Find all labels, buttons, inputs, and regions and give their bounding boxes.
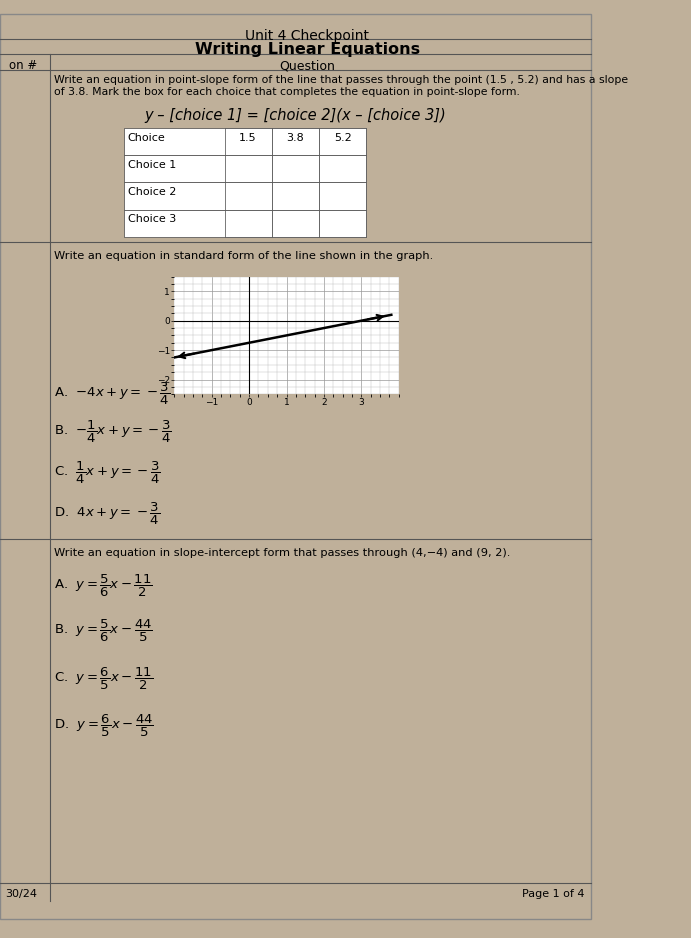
Bar [272,182,319,209]
Text: 3.8: 3.8 [287,132,304,143]
Bar [124,129,366,156]
Bar [124,182,366,209]
Text: Choice 1: Choice 1 [128,159,176,170]
Text: Unit 4 Checkpoint: Unit 4 Checkpoint [245,28,369,42]
Text: on #: on # [9,59,37,72]
Text: C.  $y = \dfrac{6}{5}x - \dfrac{11}{2}$: C. $y = \dfrac{6}{5}x - \dfrac{11}{2}$ [55,666,153,692]
Text: A.  $y = \dfrac{5}{6}x - \dfrac{11}{2}$: A. $y = \dfrac{5}{6}x - \dfrac{11}{2}$ [55,572,153,598]
Text: Write an equation in point-slope form of the line that passes through the point : Write an equation in point-slope form of… [55,75,629,84]
Text: Write an equation in slope-intercept form that passes through (4,−4) and (9, 2).: Write an equation in slope-intercept for… [55,548,511,558]
Bar [124,156,366,182]
Text: D.  $4x + y = -\dfrac{3}{4}$: D. $4x + y = -\dfrac{3}{4}$ [55,501,160,527]
Text: Write an equation in standard form of the line shown in the graph.: Write an equation in standard form of th… [55,251,434,261]
Text: C.  $\dfrac{1}{4}x + y = -\dfrac{3}{4}$: C. $\dfrac{1}{4}x + y = -\dfrac{3}{4}$ [55,461,161,487]
Text: D.  $y = \dfrac{6}{5}x - \dfrac{44}{5}$: D. $y = \dfrac{6}{5}x - \dfrac{44}{5}$ [55,713,154,739]
Text: y – [choice 1] = [choice 2](x – [choice 3]): y – [choice 1] = [choice 2](x – [choice … [144,108,446,123]
Bar [319,156,366,182]
Bar [225,182,272,209]
Text: A.  $-4x + y = -\dfrac{3}{4}$: A. $-4x + y = -\dfrac{3}{4}$ [55,381,171,407]
Text: Page 1 of 4: Page 1 of 4 [522,889,585,900]
Bar [272,129,319,156]
Text: 30/24: 30/24 [5,889,37,900]
Bar [319,209,366,236]
Text: 5.2: 5.2 [334,132,352,143]
Bar [124,209,366,236]
Bar [272,209,319,236]
Bar [225,156,272,182]
Text: Question: Question [279,59,335,72]
Text: B.  $-\dfrac{1}{4}x + y = -\dfrac{3}{4}$: B. $-\dfrac{1}{4}x + y = -\dfrac{3}{4}$ [55,418,172,445]
Bar [319,182,366,209]
Text: 1.5: 1.5 [239,132,257,143]
Text: Writing Linear Equations: Writing Linear Equations [195,42,419,57]
Text: of 3.8. Mark the box for each choice that completes the equation in point-slope : of 3.8. Mark the box for each choice tha… [55,87,520,98]
Text: Choice 2: Choice 2 [128,187,176,197]
Bar [319,129,366,156]
Bar [272,156,319,182]
Text: Choice 3: Choice 3 [128,214,176,224]
Text: B.  $y = \dfrac{5}{6}x - \dfrac{44}{5}$: B. $y = \dfrac{5}{6}x - \dfrac{44}{5}$ [55,618,153,644]
Bar [225,209,272,236]
Text: Choice: Choice [128,132,165,143]
Bar [225,129,272,156]
